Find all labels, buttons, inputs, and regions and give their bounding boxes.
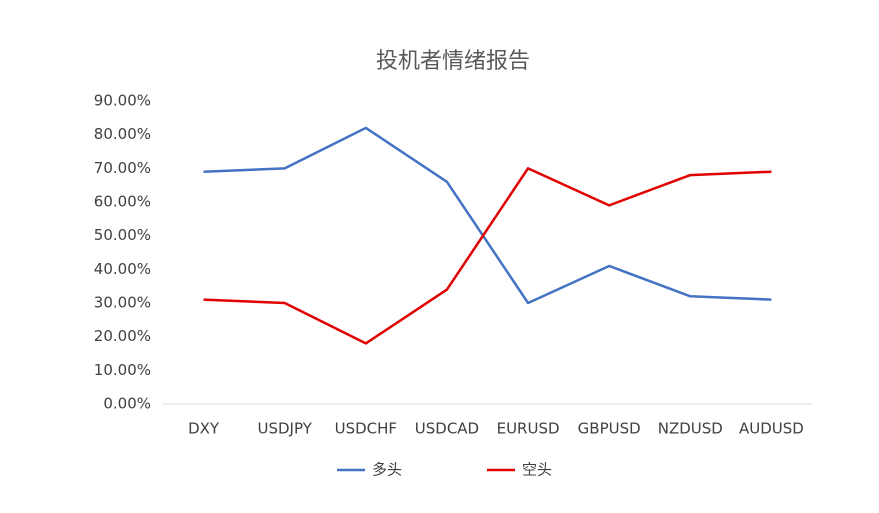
x-tick-label: NZDUSD [658,420,723,438]
line [203,167,772,345]
legend-label: 多头 [372,461,402,479]
x-tick-label: AUDUSD [739,420,804,438]
x-tick-label: GBPUSD [578,420,641,438]
x-tick-label: DXY [188,420,220,438]
y-tick-label: 70.00% [94,159,151,177]
legend-label: 空头 [522,461,552,479]
y-tick-label: 30.00% [94,294,151,312]
x-tick-label: USDJPY [258,420,313,438]
y-tick-label: 50.00% [94,226,151,244]
x-tick-label: USDCAD [415,420,479,438]
y-tick-label: 60.00% [94,193,151,211]
y-tick-label: 10.00% [94,361,151,379]
chart-title: 投机者情绪报告 [376,49,530,74]
x-tick-label: EURUSD [497,420,560,438]
y-tick-label: 20.00% [94,327,151,345]
line [203,126,772,305]
y-tick-label: 80.00% [94,125,151,143]
x-tick-label: USDCHF [335,420,397,438]
y-tick-label: 0.00% [103,395,151,413]
y-tick-label: 40.00% [94,260,151,278]
y-tick-label: 90.00% [94,92,151,110]
